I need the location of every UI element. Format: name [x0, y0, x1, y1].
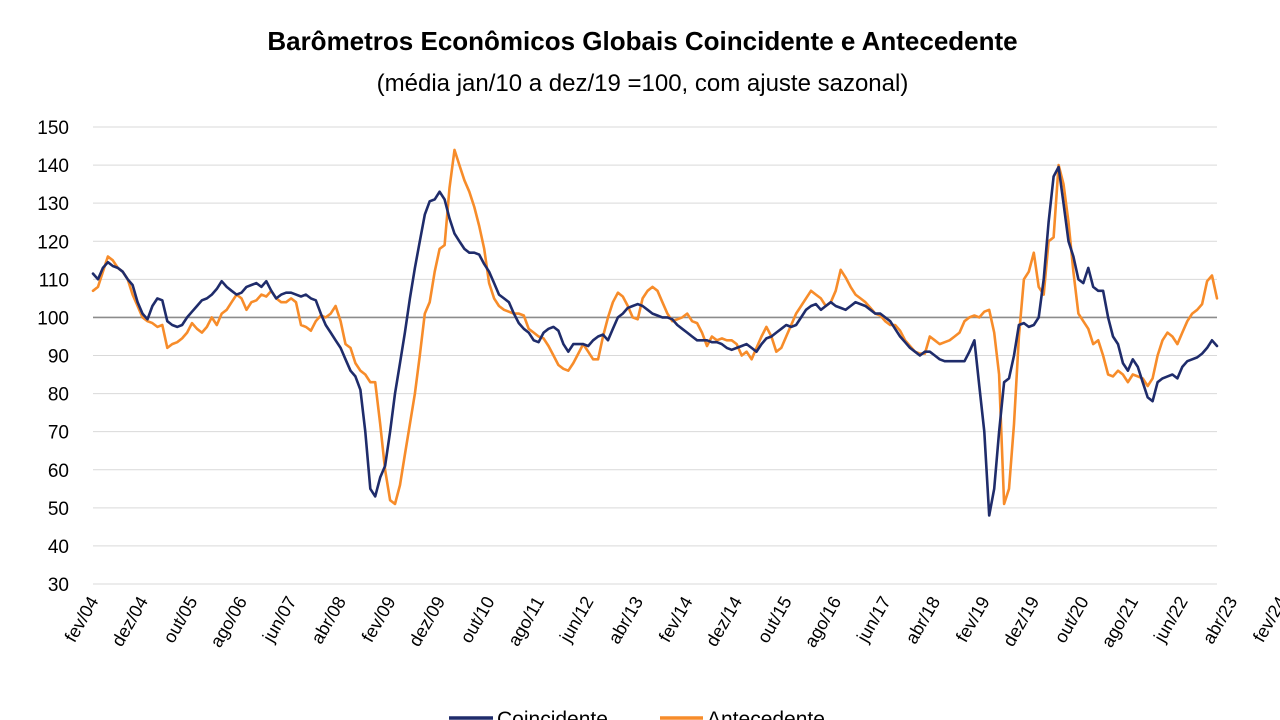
- x-tick-label: jun/22: [1149, 593, 1191, 646]
- x-axis: fev/04 dez/04 out/05 ago/06 jun/07 abr/08 fev/…: [61, 593, 1280, 651]
- x-tick-label: fev/14: [655, 593, 697, 645]
- y-axis: 30 40 50 60 70 80 90 100 110 120 130 140 150: [37, 118, 69, 596]
- x-tick-label: out/05: [159, 593, 201, 646]
- x-tick-label: jun/17: [852, 593, 894, 646]
- chart-subtitle: (média jan/10 a dez/19 =100, com ajuste …: [376, 70, 909, 97]
- y-tick-label: 130: [37, 194, 69, 215]
- y-tick-label: 150: [37, 118, 69, 139]
- x-tick-label: ago/21: [1097, 593, 1142, 651]
- y-tick-label: 60: [48, 461, 69, 482]
- y-tick-label: 90: [48, 347, 69, 368]
- x-tick-label: out/15: [753, 593, 795, 646]
- x-tick-label: dez/04: [108, 593, 152, 650]
- x-tick-label: abr/18: [901, 593, 944, 647]
- x-tick-label: fev/04: [61, 593, 103, 645]
- legend-label-coincidente: Coincidente: [497, 708, 608, 720]
- x-tick-label: jun/12: [555, 593, 597, 646]
- y-tick-label: 120: [37, 232, 69, 253]
- y-tick-label: 30: [48, 575, 69, 596]
- legend: Coincidente Antecedente: [449, 708, 825, 720]
- x-tick-label: ago/16: [800, 593, 845, 651]
- x-tick-label: dez/14: [702, 593, 746, 650]
- y-tick-label: 50: [48, 499, 69, 520]
- x-tick-label: out/20: [1050, 593, 1092, 646]
- y-tick-label: 100: [37, 308, 69, 329]
- y-tick-label: 40: [48, 537, 69, 558]
- x-tick-label: dez/09: [405, 593, 449, 650]
- x-tick-label: abr/23: [1198, 593, 1241, 647]
- x-tick-label: fev/09: [358, 593, 400, 645]
- gridlines: [93, 126, 1217, 585]
- series-lines: [91, 148, 1219, 517]
- y-tick-label: 80: [48, 385, 69, 406]
- x-tick-label: ago/11: [504, 593, 548, 650]
- y-tick-label: 70: [48, 423, 69, 444]
- x-tick-label: fev/19: [952, 593, 994, 645]
- chart-title: Barômetros Econômicos Globais Coincident…: [267, 26, 1018, 56]
- y-tick-label: 110: [39, 270, 69, 291]
- x-tick-label: abr/13: [604, 593, 647, 647]
- x-tick-label: abr/08: [307, 593, 350, 647]
- x-tick-label: dez/19: [999, 593, 1043, 650]
- x-tick-label: ago/06: [206, 593, 251, 651]
- x-tick-label: out/10: [456, 593, 498, 646]
- x-tick-label: jun/07: [258, 593, 300, 646]
- x-tick-label: fev/24: [1249, 593, 1280, 645]
- legend-label-antecedente: Antecedente: [707, 708, 825, 720]
- series-line-antecedente: [91, 148, 1219, 506]
- series-line-coincidente: [91, 165, 1219, 517]
- y-tick-label: 140: [37, 156, 69, 177]
